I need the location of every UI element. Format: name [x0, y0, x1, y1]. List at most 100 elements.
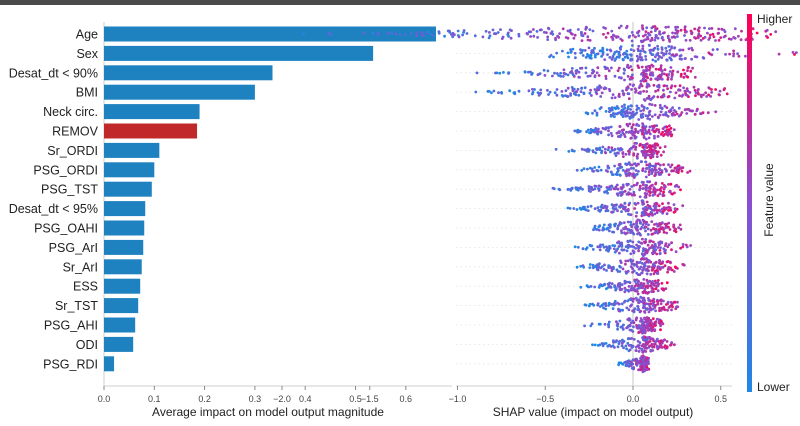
shap-point [607, 146, 611, 149]
shap-point [657, 68, 661, 71]
shap-point [656, 36, 660, 40]
shap-point [606, 67, 609, 70]
shap-point [641, 44, 645, 48]
shap-point [635, 363, 639, 367]
shap-point [643, 99, 647, 102]
shap-point [659, 64, 663, 67]
shap-point [586, 128, 590, 132]
shap-point [637, 324, 641, 328]
shap-point [622, 52, 625, 56]
shap-point [675, 170, 678, 173]
shap-point [626, 259, 630, 263]
shap-point [634, 214, 638, 218]
shap-point [572, 149, 576, 153]
shap-point [665, 303, 668, 306]
shap-point [626, 240, 630, 244]
shap-point [653, 113, 657, 117]
shap-point [590, 167, 594, 171]
shap-point [641, 183, 645, 187]
shap-point [561, 27, 565, 31]
shap-point [508, 28, 512, 32]
shap-point [639, 295, 643, 299]
shap-point [645, 167, 649, 170]
shap-point [652, 47, 656, 51]
shap-point [650, 286, 654, 290]
shap-point [683, 89, 687, 93]
shap-point [599, 168, 603, 172]
shap-point [593, 55, 597, 59]
shap-point [661, 260, 665, 264]
shap-point [610, 282, 614, 286]
shap-point [608, 56, 612, 59]
shap-point [623, 201, 627, 205]
shap-point [648, 194, 652, 197]
shap-point [641, 350, 644, 354]
shap-point [635, 265, 639, 268]
shap-point [648, 180, 652, 184]
shap-point [593, 166, 597, 169]
shap-point [680, 111, 684, 114]
shap-point [641, 149, 645, 153]
shap-point [615, 320, 618, 324]
shap-point [673, 343, 676, 347]
shap-point [667, 221, 671, 225]
shap-point [603, 151, 607, 154]
shap-point [631, 173, 635, 177]
shap-point [641, 223, 645, 227]
swarm-row-psg-oahi [592, 218, 683, 237]
shap-point [637, 286, 641, 290]
shap-point [608, 87, 611, 91]
shap-point [577, 70, 581, 74]
shap-point [625, 326, 628, 330]
shap-point [653, 146, 657, 149]
shap-point [618, 125, 622, 128]
shap-point [655, 222, 658, 226]
shap-point [672, 128, 676, 132]
shap-point [627, 228, 630, 232]
swarm-row-odi [591, 335, 676, 354]
shap-point [654, 287, 658, 291]
shap-point [627, 111, 631, 115]
shap-point [669, 90, 672, 94]
shap-point [635, 154, 639, 158]
shap-point [633, 307, 637, 310]
shap-point [645, 200, 649, 204]
shap-point [646, 336, 650, 339]
shap-point [601, 206, 605, 210]
shap-point [647, 173, 651, 177]
shap-point [603, 190, 607, 194]
shap-point [604, 74, 608, 78]
shap-point [570, 67, 574, 70]
shap-point [625, 182, 629, 186]
shap-point [693, 55, 697, 58]
shap-point [657, 243, 661, 247]
shap-point [610, 146, 614, 150]
shap-point [648, 117, 652, 121]
shap-point [744, 38, 748, 42]
shap-point [573, 245, 577, 249]
shap-point [596, 130, 600, 134]
shap-point [643, 311, 647, 314]
shap-point [688, 91, 692, 94]
shap-point [666, 270, 669, 274]
shap-point [595, 71, 599, 75]
shap-point [657, 228, 661, 232]
shap-point [621, 362, 625, 366]
shap-point [631, 330, 635, 333]
shap-point [593, 207, 597, 211]
shap-point [583, 303, 587, 307]
shap-point [578, 187, 582, 190]
shap-point [662, 88, 665, 92]
shap-point [656, 281, 660, 285]
shap-point [732, 54, 735, 58]
shap-point [566, 86, 570, 90]
shap-point [732, 52, 736, 56]
shap-point [587, 185, 591, 188]
shap-point [616, 247, 619, 251]
shap-point [613, 224, 617, 228]
shap-point [586, 38, 590, 42]
shap-point [651, 337, 654, 341]
shap-point [617, 130, 621, 134]
shap-point [680, 166, 684, 170]
shap-point [634, 318, 638, 322]
